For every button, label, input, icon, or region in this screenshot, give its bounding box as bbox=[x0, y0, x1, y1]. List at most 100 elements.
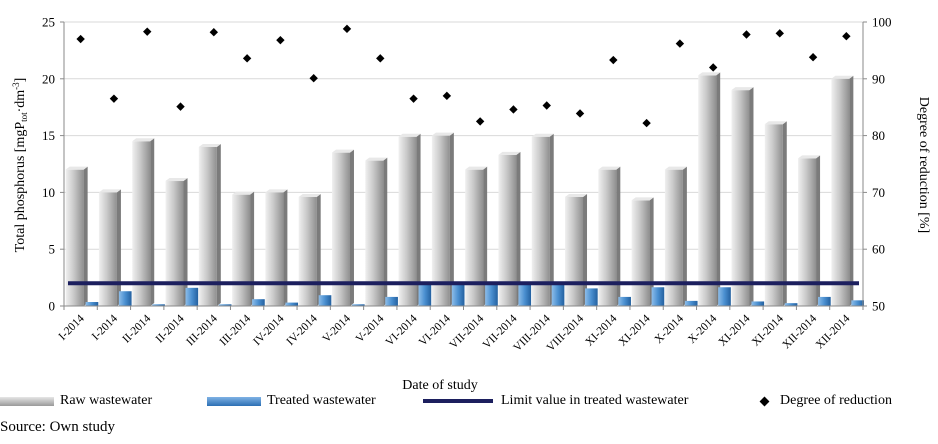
degree-of-reduction-point bbox=[842, 32, 851, 41]
degree-of-reduction-points bbox=[76, 24, 851, 128]
raw-wastewater-bar-side bbox=[716, 72, 721, 306]
raw-wastewater-bar-top bbox=[831, 75, 854, 79]
y-right-tick-label: 50 bbox=[872, 299, 885, 314]
treated-wastewater-bar bbox=[351, 304, 365, 306]
raw-wastewater-bar-top bbox=[98, 189, 121, 193]
treated-wastewater-bar bbox=[618, 296, 631, 306]
degree-of-reduction-point bbox=[609, 55, 618, 65]
degree-of-reduction-point bbox=[109, 94, 119, 103]
limit-swatch bbox=[423, 399, 493, 403]
raw-wastewater-bar-top bbox=[265, 189, 288, 193]
degree-of-reduction-point bbox=[176, 102, 185, 111]
raw-wastewater-bar-top bbox=[565, 193, 588, 197]
raw-wastewater-bar bbox=[465, 169, 484, 306]
degree-of-reduction-point bbox=[708, 63, 718, 72]
raw-wastewater-bar bbox=[798, 158, 817, 306]
treated-wastewater-bar bbox=[651, 287, 665, 306]
raw-wastewater-bar bbox=[98, 192, 117, 306]
treated-wastewater-bar bbox=[418, 283, 432, 306]
legend: Raw wastewater Treated wastewater Limit … bbox=[0, 393, 938, 415]
treated-wastewater-bar bbox=[784, 303, 798, 306]
treated-wastewater-bar bbox=[684, 300, 698, 306]
raw-wastewater-bar bbox=[631, 200, 650, 306]
y-right-tick-label: 60 bbox=[872, 242, 885, 257]
raw-wastewater-bar bbox=[265, 192, 284, 306]
y-right-tick-label: 70 bbox=[872, 185, 885, 200]
raw-wastewater-bar-side bbox=[416, 133, 421, 306]
raw-wastewater-bar bbox=[198, 146, 217, 306]
raw-wastewater-bar-top bbox=[331, 149, 354, 153]
raw-wastewater-bar-side bbox=[649, 197, 654, 306]
legend-item-reduction: Degree of reduction bbox=[755, 393, 892, 409]
degree-of-reduction-point bbox=[675, 39, 685, 48]
raw-wastewater-bar-side bbox=[483, 166, 488, 306]
treated-wastewater-bar bbox=[518, 283, 532, 306]
grid-lines bbox=[64, 21, 863, 250]
x-tick-label: XI-2014 bbox=[617, 312, 653, 348]
y-left-tick-label: 0 bbox=[49, 299, 56, 314]
degree-of-reduction-point bbox=[542, 101, 551, 110]
x-tick-label: XI-2014 bbox=[583, 312, 619, 348]
treated-wastewater-bar bbox=[252, 299, 265, 306]
raw-swatch bbox=[0, 396, 54, 406]
raw-wastewater-bar-top bbox=[598, 166, 621, 170]
treated-wastewater-bar bbox=[152, 304, 165, 306]
y-left-tick-label: 25 bbox=[42, 15, 55, 30]
x-tick-label: XII-2014 bbox=[814, 312, 853, 351]
degree-of-reduction-point bbox=[442, 91, 452, 101]
raw-wastewater-bar-top bbox=[65, 166, 88, 170]
raw-wastewater-bar-side bbox=[682, 166, 687, 306]
x-tick-label: X-2014 bbox=[653, 312, 687, 346]
degree-of-reduction-point bbox=[309, 74, 318, 83]
treated-wastewater-bar bbox=[751, 301, 765, 306]
raw-wastewater-bar-top bbox=[531, 133, 554, 137]
x-tick-label: I-2014 bbox=[90, 312, 120, 342]
raw-wastewater-bar-side bbox=[849, 75, 854, 306]
raw-wastewater-bar bbox=[65, 169, 84, 306]
degree-of-reduction-point bbox=[642, 118, 651, 128]
x-tick-label: II-2014 bbox=[154, 312, 187, 345]
degree-of-reduction-point bbox=[742, 30, 751, 39]
x-tick-label: IV-2014 bbox=[285, 312, 320, 347]
raw-wastewater-bar bbox=[298, 196, 317, 306]
raw-wastewater-bar-side bbox=[749, 87, 754, 306]
raw-wastewater-bar-top bbox=[298, 193, 321, 197]
diamond-marker-icon bbox=[759, 396, 770, 406]
treated-wastewater-bar bbox=[718, 287, 731, 306]
raw-wastewater-bar-top bbox=[764, 121, 787, 125]
degree-of-reduction-point bbox=[509, 105, 518, 114]
source-note: Source: Own study bbox=[0, 419, 115, 435]
treated-wastewater-bar bbox=[851, 300, 865, 306]
x-tick-label: V-2014 bbox=[321, 312, 354, 345]
treated-wastewater-bar bbox=[551, 283, 565, 306]
raw-wastewater-bar bbox=[232, 194, 251, 306]
y-right-tick-label: 90 bbox=[872, 71, 885, 86]
degree-of-reduction-point bbox=[342, 24, 352, 34]
degree-of-reduction-point bbox=[276, 35, 285, 45]
treated-wastewater-bar bbox=[218, 304, 232, 306]
treated-wastewater-bar bbox=[118, 291, 132, 306]
raw-wastewater-bar bbox=[132, 141, 151, 306]
degree-of-reduction-point bbox=[808, 53, 818, 62]
treated-wastewater-bar bbox=[185, 287, 199, 306]
treated-swatch bbox=[207, 396, 261, 406]
x-tick-label: V-2014 bbox=[354, 312, 387, 345]
y-left-tick-label: 10 bbox=[42, 185, 55, 200]
raw-wastewater-bar-side bbox=[316, 193, 321, 306]
axes bbox=[60, 21, 867, 310]
x-tick-label: III-2014 bbox=[218, 312, 254, 348]
raw-wastewater-bar bbox=[731, 90, 750, 306]
raw-wastewater-bar-top bbox=[731, 87, 754, 91]
raw-wastewater-bar bbox=[764, 124, 783, 307]
x-tick-label: III-2014 bbox=[184, 312, 220, 348]
treated-wastewater-bar bbox=[385, 296, 398, 306]
x-tick-label: VIII-2014 bbox=[545, 312, 587, 354]
raw-wastewater-bar-side bbox=[116, 189, 121, 306]
degree-of-reduction-point bbox=[143, 27, 152, 36]
x-tick-label: XII-2014 bbox=[780, 312, 819, 351]
legend-item-limit: Limit value in treated wastewater bbox=[423, 393, 688, 409]
degree-of-reduction-point bbox=[209, 28, 219, 37]
raw-wastewater-bar-side bbox=[816, 155, 821, 306]
treated-wastewater-bar bbox=[585, 288, 598, 306]
raw-wastewater-bar-side bbox=[150, 138, 155, 306]
